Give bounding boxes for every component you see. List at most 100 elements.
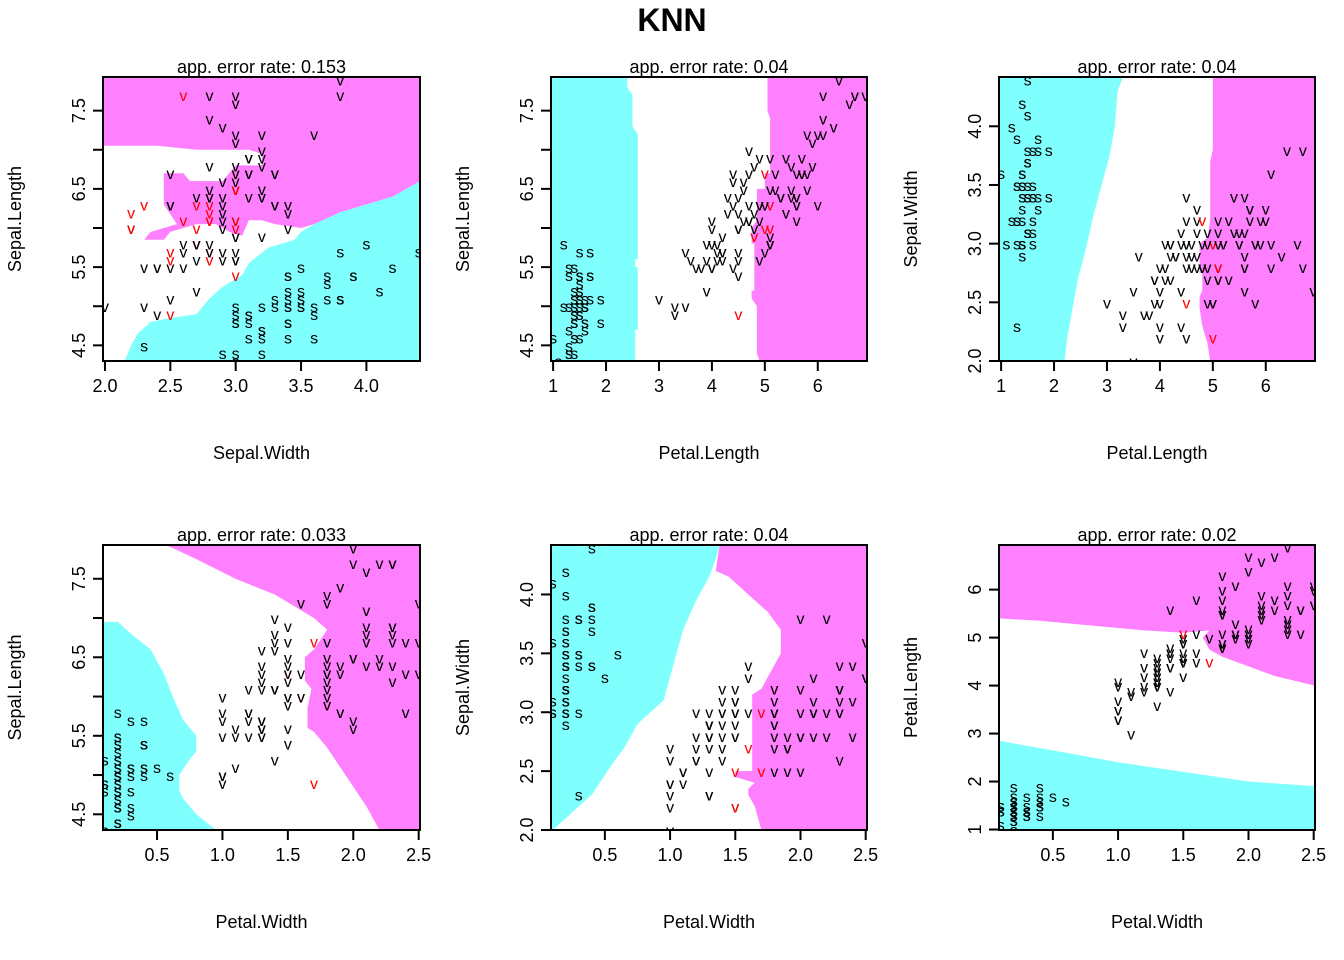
data-point: v (796, 705, 804, 722)
data-point: v (284, 697, 292, 714)
data-point: s (140, 760, 148, 777)
data-point: v (783, 741, 791, 758)
data-point: v (206, 111, 214, 128)
data-point: v (679, 764, 687, 781)
data-point: v (219, 119, 227, 136)
data-point: v (1256, 213, 1264, 230)
data-point: v (823, 611, 831, 628)
data-point: s (284, 268, 292, 285)
data-point: v (1204, 225, 1212, 242)
data-point: v (1251, 237, 1259, 254)
misclassified-point: v (179, 213, 187, 230)
data-point: s (114, 760, 122, 777)
data-point: s (297, 291, 305, 308)
data-point: v (1179, 655, 1187, 672)
data-point: s (1018, 178, 1026, 195)
data-point: s (1013, 237, 1021, 254)
data-point: v (793, 213, 801, 230)
data-point: v (731, 705, 739, 722)
data-point: v (258, 127, 266, 144)
data-point: s (1029, 225, 1037, 242)
data-point: s (565, 338, 573, 355)
data-point: v (1241, 260, 1249, 277)
data-point: v (1179, 650, 1187, 667)
data-point: s (114, 737, 122, 754)
data-point: s (1010, 799, 1018, 816)
data-point: v (705, 717, 713, 734)
data-point: v (734, 252, 742, 269)
x-tick-label: 1.0 (210, 845, 235, 865)
data-point: v (271, 166, 279, 183)
data-point: v (271, 682, 279, 699)
misclassified-point: v (192, 237, 200, 254)
data-point: v (258, 729, 266, 746)
data-point: v (731, 799, 739, 816)
data-point: s (1024, 178, 1032, 195)
data-point: v (1214, 272, 1222, 289)
data-point: v (745, 213, 753, 230)
data-point: v (323, 690, 331, 707)
data-point: s (549, 693, 557, 710)
data-point: v (731, 717, 739, 734)
data-point: v (740, 174, 748, 191)
data-point: s (114, 768, 122, 785)
data-point: v (192, 237, 200, 254)
data-point: v (756, 198, 764, 215)
data-point: v (1251, 295, 1259, 312)
data-point: s (562, 693, 570, 710)
data-point: s (336, 291, 344, 308)
misclassified-point: v (310, 635, 318, 652)
data-point: s (1024, 225, 1032, 242)
x-tick-label: 5 (760, 376, 770, 396)
data-point: s (1008, 119, 1016, 136)
misclassified-point: v (757, 705, 765, 722)
data-point: v (336, 88, 344, 105)
data-point: v (1267, 260, 1275, 277)
data-point: v (679, 776, 687, 793)
data-point: v (1153, 679, 1161, 696)
data-point: s (258, 323, 266, 340)
misclassified-point: v (1179, 626, 1187, 643)
data-point: v (1241, 284, 1249, 301)
data-point: v (389, 556, 397, 573)
data-point: v (793, 190, 801, 207)
data-point: v (219, 205, 227, 222)
data-point: v (245, 166, 253, 183)
data-point: v (415, 635, 423, 652)
data-point: s (1010, 799, 1018, 816)
data-point: v (336, 705, 344, 722)
data-point: s (565, 299, 573, 316)
data-point: v (708, 260, 716, 277)
data-point: v (705, 741, 713, 758)
region-virginica (715, 545, 867, 830)
data-point: v (1193, 260, 1201, 277)
data-point: v (1218, 640, 1226, 657)
misclassified-point: v (179, 88, 187, 105)
data-point: s (1010, 803, 1018, 820)
data-point: s (1023, 789, 1031, 806)
data-point: v (803, 182, 811, 199)
misclassified-point: v (232, 268, 240, 285)
data-point: v (1204, 237, 1212, 254)
data-point: s (549, 705, 557, 722)
data-point: s (997, 166, 1005, 183)
y-axis-label: Sepal.Length (5, 166, 25, 272)
x-axis-label: Petal.Width (215, 912, 307, 932)
data-point: v (756, 252, 764, 269)
data-point: v (836, 682, 844, 699)
y-tick-label: 7.5 (69, 566, 89, 591)
data-point: v (1258, 602, 1266, 619)
data-point: s (284, 268, 292, 285)
data-point: v (362, 658, 370, 675)
panel-3: ssssssssssssssssssssssssssssssssssssssss… (901, 57, 1316, 463)
data-point: v (745, 198, 753, 215)
data-point: v (692, 729, 700, 746)
data-point: s (570, 307, 578, 324)
data-point: v (245, 705, 253, 722)
data-point: v (323, 635, 331, 652)
data-point: s (362, 237, 370, 254)
data-point: v (1140, 645, 1148, 662)
data-point: v (1193, 248, 1201, 265)
data-point: v (819, 88, 827, 105)
